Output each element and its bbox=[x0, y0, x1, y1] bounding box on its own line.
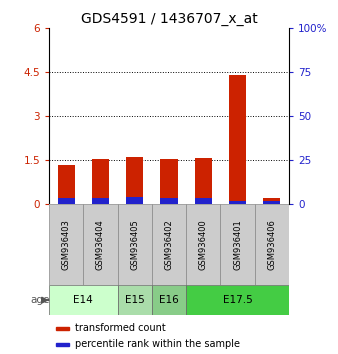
Text: percentile rank within the sample: percentile rank within the sample bbox=[75, 339, 240, 349]
Bar bbox=[92, 198, 109, 205]
Text: GSM936400: GSM936400 bbox=[199, 219, 208, 270]
Bar bbox=[195, 158, 212, 205]
Bar bbox=[118, 285, 152, 315]
Text: GSM936405: GSM936405 bbox=[130, 219, 139, 270]
Title: GDS4591 / 1436707_x_at: GDS4591 / 1436707_x_at bbox=[81, 12, 257, 26]
Bar bbox=[161, 159, 177, 205]
Text: age: age bbox=[30, 295, 50, 305]
Bar bbox=[126, 157, 143, 205]
Text: E14: E14 bbox=[73, 295, 93, 305]
Text: GSM936404: GSM936404 bbox=[96, 219, 105, 270]
Bar bbox=[56, 327, 69, 330]
Bar bbox=[57, 165, 75, 205]
Bar bbox=[229, 75, 246, 205]
Bar bbox=[57, 198, 75, 205]
Text: GSM936406: GSM936406 bbox=[267, 219, 276, 270]
Text: GSM936403: GSM936403 bbox=[62, 219, 71, 270]
Bar bbox=[263, 198, 281, 205]
Text: E17.5: E17.5 bbox=[223, 295, 252, 305]
Bar bbox=[49, 285, 118, 315]
Bar bbox=[229, 201, 246, 205]
Text: transformed count: transformed count bbox=[75, 322, 166, 332]
Bar bbox=[92, 159, 109, 205]
Bar bbox=[220, 205, 255, 285]
Bar bbox=[161, 198, 177, 205]
Bar bbox=[186, 205, 220, 285]
Bar bbox=[186, 285, 289, 315]
Text: GSM936401: GSM936401 bbox=[233, 219, 242, 270]
Bar bbox=[255, 205, 289, 285]
Text: E15: E15 bbox=[125, 295, 145, 305]
Bar bbox=[152, 285, 186, 315]
Bar bbox=[152, 205, 186, 285]
Bar bbox=[49, 205, 83, 285]
Bar bbox=[195, 198, 212, 205]
Bar bbox=[56, 343, 69, 346]
Bar bbox=[118, 205, 152, 285]
Text: E16: E16 bbox=[159, 295, 179, 305]
Bar bbox=[263, 201, 281, 205]
Bar bbox=[126, 197, 143, 205]
Bar bbox=[83, 205, 118, 285]
Text: GSM936402: GSM936402 bbox=[165, 219, 173, 270]
